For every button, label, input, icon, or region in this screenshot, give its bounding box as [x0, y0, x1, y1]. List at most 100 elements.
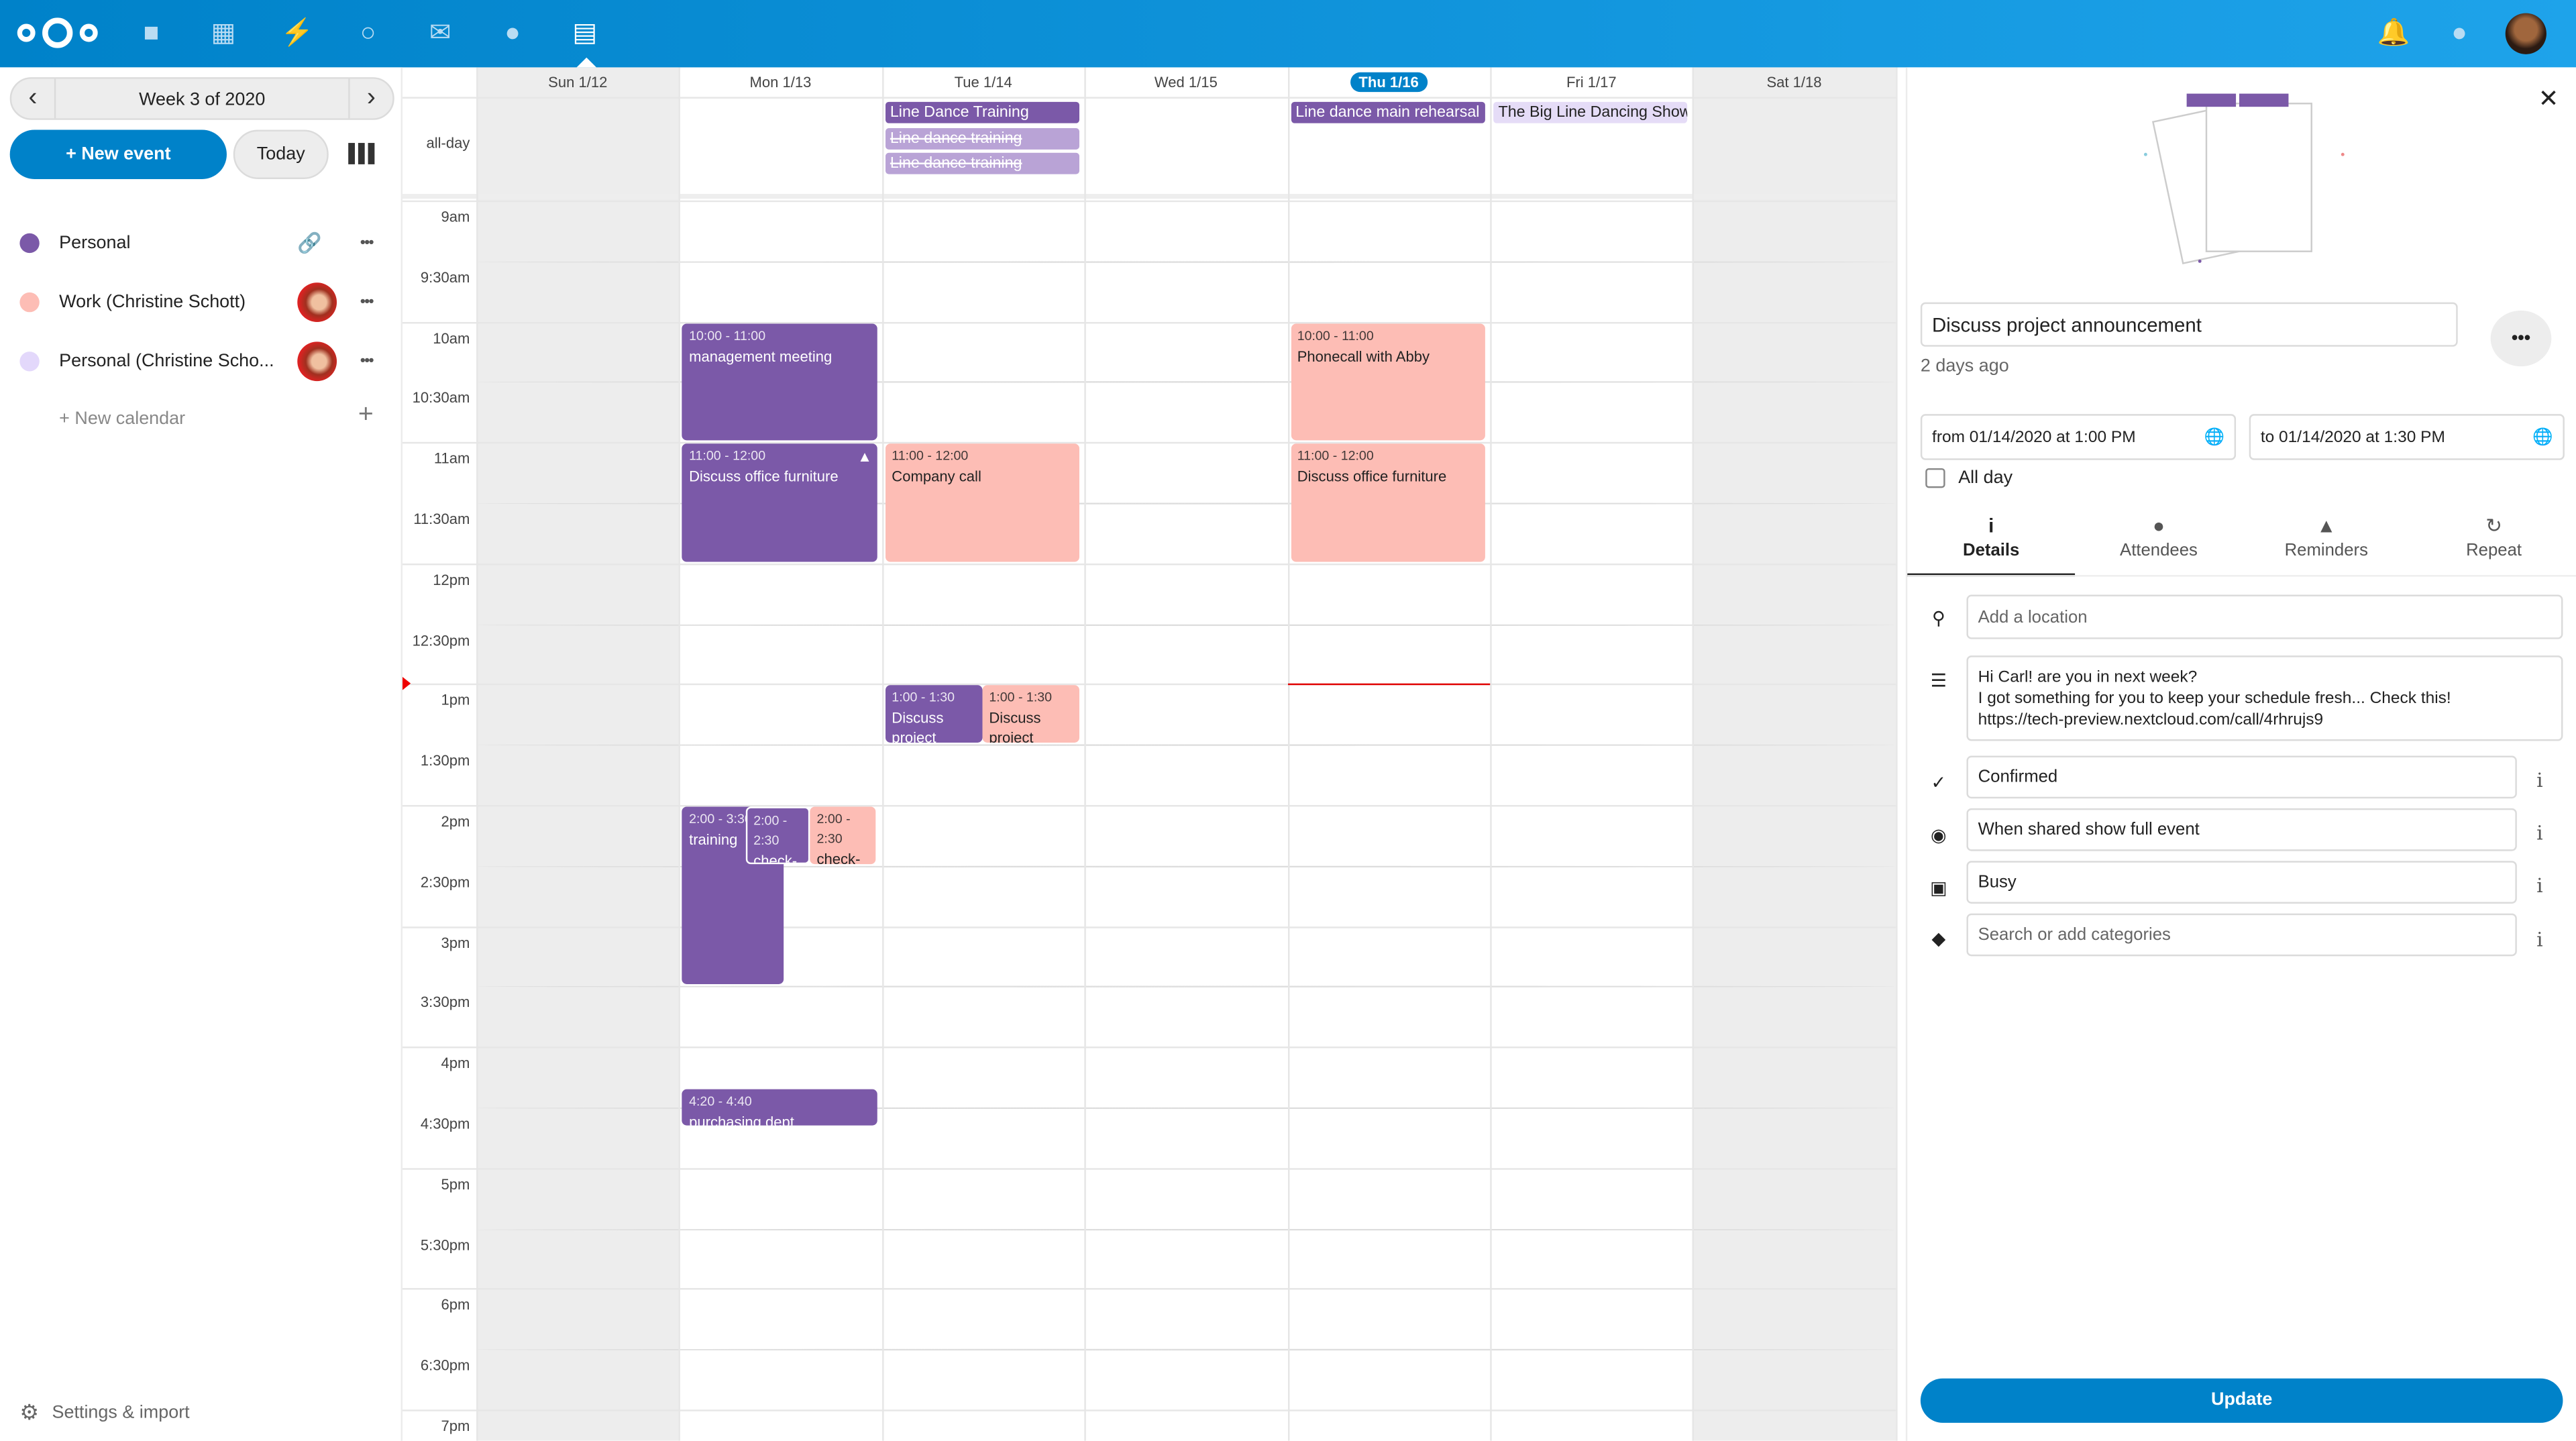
time-label: 4pm	[441, 1055, 470, 1072]
availability-select[interactable]: Busy	[1966, 861, 2517, 904]
all-day-event[interactable]: Line dance training	[885, 152, 1080, 174]
location-placeholder: Add a location	[1978, 606, 2088, 627]
more-actions-button[interactable]: •••	[2490, 310, 2552, 367]
calendar-event[interactable]: 11:00 - 12:00 Discuss office furniture ▲	[682, 443, 877, 562]
calendar-event[interactable]: 1:00 - 1:30 Discuss project announcement	[885, 686, 983, 743]
grid-line	[476, 1228, 1896, 1230]
mail-icon[interactable]: ✉	[429, 19, 451, 48]
categories-input[interactable]: Search or add categories	[1966, 913, 2517, 957]
calendar-event[interactable]: 2:00 - 2:30 check-in	[745, 806, 810, 864]
grid-line	[402, 1167, 1896, 1170]
settings-button[interactable]: ⚙ Settings & import	[19, 1400, 189, 1426]
calendar-event[interactable]: 1:00 - 1:30 Discuss project announcement	[982, 686, 1080, 743]
info-icon[interactable]: i	[2536, 769, 2543, 792]
sidebar: ‹ Week 3 of 2020 › + New event Today Per…	[0, 67, 403, 1441]
description-textarea[interactable]: Hi Carl! are you in next week? I got som…	[1966, 655, 2563, 741]
calendar-name: Personal	[59, 233, 131, 254]
day-header[interactable]: Wed 1/15	[1085, 67, 1287, 97]
grid-line	[476, 260, 1896, 263]
status-select[interactable]: Confirmed	[1966, 755, 2517, 799]
day-header[interactable]: Thu 1/16	[1287, 67, 1490, 97]
more-icon[interactable]: ●●●	[360, 238, 374, 248]
calendar-event[interactable]: 10:00 - 11:00 management meeting	[682, 323, 877, 441]
files-icon[interactable]: ■	[143, 19, 160, 48]
tab-details[interactable]: i Details	[1907, 515, 2076, 577]
all-day-checkbox[interactable]	[1925, 468, 1945, 488]
grid-line	[402, 926, 1896, 928]
all-day-event[interactable]: Line Dance Training	[885, 101, 1080, 123]
day-header[interactable]: Mon 1/13	[679, 67, 881, 97]
time-label: 1:30pm	[420, 753, 470, 769]
close-icon[interactable]: ✕	[2538, 85, 2559, 113]
contacts-menu-icon[interactable]: ●	[2451, 19, 2467, 48]
to-value: to 01/14/2020 at 1:30 PM	[2260, 427, 2445, 446]
location-input[interactable]: Add a location	[1966, 594, 2563, 639]
link-icon[interactable]: 🔗	[297, 231, 322, 255]
talk-icon[interactable]: ○	[360, 19, 376, 48]
visibility-select[interactable]: When shared show full event	[1966, 808, 2517, 851]
activity-icon[interactable]: ⚡	[280, 19, 314, 48]
timezone-globe-icon[interactable]: 🌐	[2204, 427, 2224, 446]
divider	[402, 97, 1896, 99]
calendar-color-dot[interactable]	[19, 233, 40, 254]
more-icon[interactable]: ●●●	[360, 297, 374, 307]
user-avatar[interactable]	[2505, 13, 2546, 54]
week-label[interactable]: Week 3 of 2020	[54, 78, 350, 119]
tab-reminders[interactable]: ▲ Reminders	[2243, 515, 2410, 577]
calendar-item[interactable]: Personal 🔗 ●●●	[0, 219, 402, 268]
day-header[interactable]: Tue 1/14	[882, 67, 1085, 97]
calendar-item[interactable]: Personal (Christine Scho... ●●●	[0, 337, 402, 386]
calendar-event[interactable]: 4:20 - 4:40 purchasing dept	[682, 1088, 877, 1126]
day-divider	[1693, 67, 1695, 1441]
owner-avatar	[297, 341, 337, 382]
notifications-icon[interactable]: 🔔	[2377, 19, 2410, 48]
calendar-icon[interactable]: ▤	[572, 19, 598, 48]
timezone-globe-icon[interactable]: 🌐	[2532, 427, 2553, 446]
update-button[interactable]: Update	[1920, 1378, 2563, 1423]
day-header[interactable]: Sat 1/18	[1693, 67, 1895, 97]
new-calendar-button[interactable]: + New calendar	[59, 409, 186, 429]
time-label: 11am	[433, 450, 470, 467]
today-button[interactable]: Today	[233, 129, 329, 179]
bell-icon: ▲	[2316, 514, 2337, 537]
tab-repeat[interactable]: ↻ Repeat	[2410, 515, 2576, 577]
calendar-event[interactable]: 11:00 - 12:00 Company call	[885, 443, 1080, 562]
calendar-event[interactable]: 11:00 - 12:00 Discuss office furniture	[1290, 443, 1486, 562]
grid-line	[402, 321, 1896, 323]
calendar-event[interactable]: 2:00 - 2:30 check-in	[810, 806, 875, 864]
day-header[interactable]: Fri 1/17	[1490, 67, 1693, 97]
next-week-button[interactable]: ›	[366, 83, 376, 112]
info-icon[interactable]: i	[2536, 873, 2543, 898]
all-day-event[interactable]: Line dance training	[885, 127, 1080, 149]
more-icon[interactable]: ●●●	[360, 356, 374, 367]
calendar-color-dot[interactable]	[19, 352, 40, 372]
prev-week-button[interactable]: ‹	[28, 83, 38, 112]
new-event-button[interactable]: + New event	[9, 129, 227, 179]
week-grid[interactable]: all-day 9am 9:30am 10am 10:30am 11am 11:30am 1…	[402, 67, 1902, 1441]
photos-icon[interactable]: ▦	[211, 19, 236, 48]
all-day-label: All day	[1958, 468, 2013, 488]
calendar-item[interactable]: Work (Christine Schott) ●●●	[0, 278, 402, 327]
view-switcher-icon[interactable]	[348, 143, 375, 164]
day-label: Wed 1/15	[1154, 74, 1218, 91]
contacts-icon[interactable]: ●	[504, 19, 521, 48]
time-label: 2:30pm	[420, 873, 470, 890]
nextcloud-logo[interactable]	[16, 16, 98, 49]
tab-attendees[interactable]: ● Attendees	[2075, 515, 2243, 577]
description-icon: ☰	[1930, 672, 1947, 692]
info-icon[interactable]: i	[2536, 821, 2543, 845]
event-time: 10:00 - 11:00	[689, 327, 766, 343]
from-datetime-input[interactable]: from 01/14/2020 at 1:00 PM 🌐	[1920, 414, 2237, 460]
all-day-event[interactable]: Line dance main rehearsal	[1290, 101, 1485, 123]
all-day-event[interactable]: The Big Line Dancing Show	[1493, 101, 1688, 123]
plus-icon[interactable]: +	[358, 401, 374, 429]
event-time: 1:00 - 1:30	[892, 690, 955, 706]
day-header[interactable]: Sun 1/12	[476, 67, 679, 97]
calendar-event[interactable]: 10:00 - 11:00 Phonecall with Abby	[1290, 323, 1486, 441]
calendar-color-dot[interactable]	[19, 292, 40, 313]
info-icon[interactable]: i	[2536, 928, 2543, 951]
to-datetime-input[interactable]: to 01/14/2020 at 1:30 PM 🌐	[2249, 414, 2565, 460]
event-title-input[interactable]: Discuss project announcement	[1920, 302, 2458, 347]
grid-line	[402, 684, 1896, 686]
